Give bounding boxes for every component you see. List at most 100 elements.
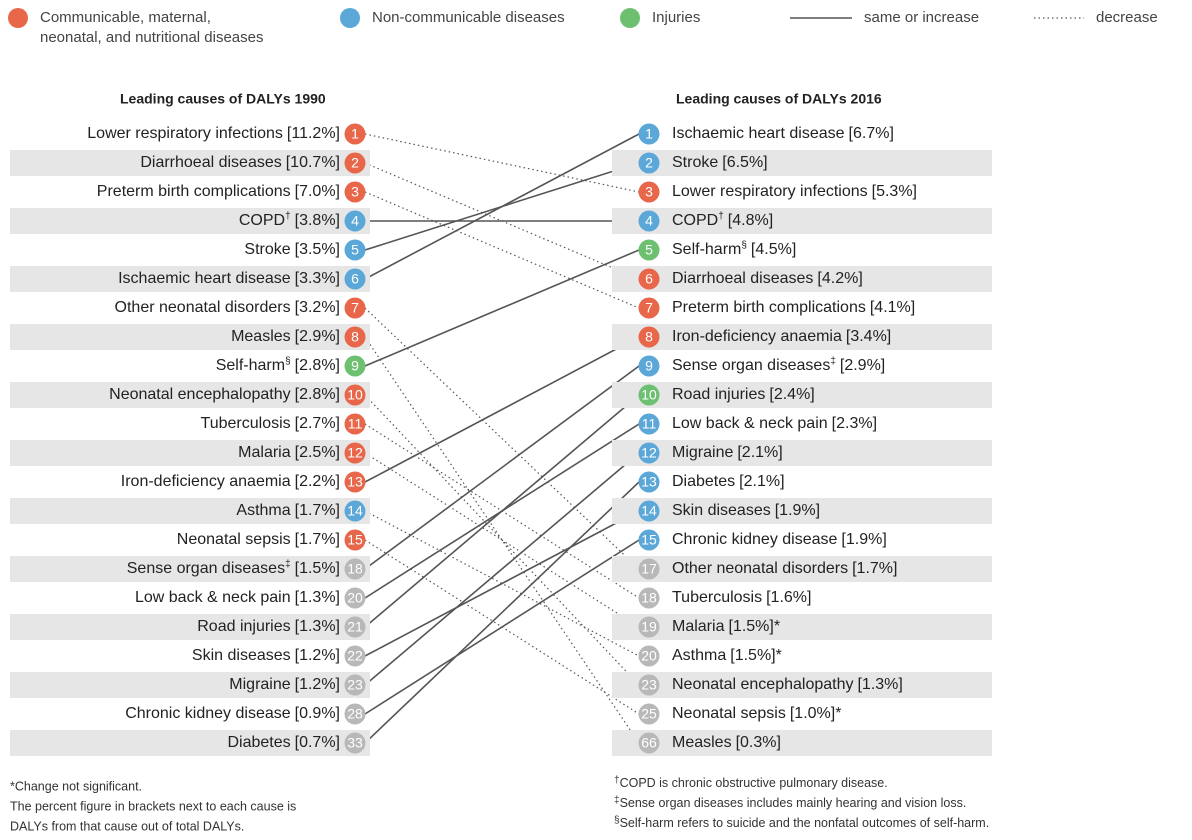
- cause-label: Skin diseases [1.9%]: [672, 502, 820, 519]
- rank-link: [364, 452, 640, 686]
- cause-label: Low back & neck pain [1.3%]: [135, 589, 340, 606]
- cause-label: Lower respiratory infections [5.3%]: [672, 183, 917, 200]
- cause-label: Neonatal sepsis [1.0%]*: [672, 705, 841, 722]
- cause: Malaria: [238, 444, 291, 461]
- rank-link: [364, 394, 640, 628]
- rank-dot: [344, 558, 366, 580]
- rank-dot: [638, 210, 660, 232]
- share: [2.9%]: [840, 357, 885, 374]
- cause-label: Ischaemic heart disease [6.7%]: [672, 125, 894, 142]
- share: [10.7%]: [286, 154, 340, 171]
- share: [1.2%]: [295, 676, 340, 693]
- share: [2.1%]: [739, 473, 784, 490]
- rank-dot: [344, 268, 366, 290]
- share: [6.7%]: [849, 125, 894, 142]
- row-band: [612, 150, 992, 176]
- rank-dot: [638, 587, 660, 609]
- footnote-text: COPD is chronic obstructive pulmonary di…: [620, 776, 888, 790]
- rank-number: 28: [347, 706, 363, 722]
- rank-number: 2: [645, 155, 653, 171]
- row-band: [612, 614, 992, 640]
- rank-number: 21: [347, 619, 363, 635]
- row-band: [612, 382, 992, 408]
- cause: Road injuries: [672, 386, 765, 403]
- cause-label: Ischaemic heart disease [3.3%]: [118, 270, 340, 287]
- rank-dot: [638, 703, 660, 725]
- cause-label: Chronic kidney disease [0.9%]: [125, 705, 340, 722]
- rank-number: 15: [347, 532, 363, 548]
- rank-link: [364, 336, 640, 744]
- share: [1.0%]*: [790, 705, 842, 722]
- row-band: [612, 556, 992, 582]
- row-band: [612, 672, 992, 698]
- rank-number: 10: [641, 387, 657, 403]
- cause: Other neonatal disorders: [115, 299, 291, 316]
- rank-number: 7: [645, 300, 653, 316]
- rank-dot: [638, 123, 660, 145]
- cause-label: Sense organ diseases‡ [2.9%]: [672, 356, 885, 375]
- rank-number: 15: [641, 532, 657, 548]
- rank-dot: [638, 674, 660, 696]
- rank-number: 33: [347, 735, 363, 751]
- rank-link: [364, 133, 640, 193]
- share: [1.5%]*: [730, 647, 782, 664]
- rank-number: 11: [642, 416, 657, 432]
- rank-number: 1: [645, 126, 653, 142]
- rank-dot: [344, 442, 366, 464]
- rank-link: [364, 481, 640, 744]
- rank-link: [364, 510, 640, 657]
- legend-label: same or increase: [864, 9, 979, 26]
- share: [1.7%]: [295, 531, 340, 548]
- row-band: [10, 672, 370, 698]
- share: [0.9%]: [295, 705, 340, 722]
- rank-dot: [344, 355, 366, 377]
- footnote-mark: §: [285, 356, 291, 367]
- rank-number: 9: [351, 358, 359, 374]
- rank-dot: [638, 384, 660, 406]
- rank-link: [364, 336, 640, 483]
- cause-label: Diabetes [0.7%]: [227, 734, 340, 751]
- cause-label: Self-harm§ [4.5%]: [672, 240, 796, 259]
- footnote-text: Self-harm refers to suicide and the nonf…: [620, 816, 990, 830]
- share: [3.2%]: [295, 299, 340, 316]
- rank-link: [364, 452, 640, 628]
- rank-dot: [638, 413, 660, 435]
- footnote-mark: ‡: [830, 356, 836, 367]
- rank-number: 6: [351, 271, 359, 287]
- footnote-mark: †: [614, 775, 620, 786]
- cause-label: Road injuries [2.4%]: [672, 386, 815, 403]
- rank-dot: [638, 442, 660, 464]
- share: [4.2%]: [817, 270, 862, 287]
- rank-dot: [344, 616, 366, 638]
- cause: Chronic kidney disease: [125, 705, 291, 722]
- rank-number: 14: [347, 503, 363, 519]
- rank-link: [364, 365, 640, 570]
- cause: Lower respiratory infections: [87, 125, 283, 142]
- row-band: [612, 498, 992, 524]
- cause: COPD: [672, 212, 718, 229]
- rank-dot: [344, 471, 366, 493]
- row-band: [10, 208, 370, 234]
- cause: Asthma: [236, 502, 290, 519]
- rank-dot: [344, 645, 366, 667]
- rank-number: 22: [347, 648, 363, 664]
- share: [2.2%]: [295, 473, 340, 490]
- footnote-mark: §: [741, 240, 747, 251]
- cause: Preterm birth complications: [672, 299, 866, 316]
- right-title: Leading causes of DALYs 2016: [676, 91, 882, 107]
- rank-dot: [638, 471, 660, 493]
- row-band: [10, 498, 370, 524]
- cause: Asthma: [672, 647, 726, 664]
- share: [3.8%]: [295, 212, 340, 229]
- rank-dot: [638, 326, 660, 348]
- row-band: [10, 150, 370, 176]
- rank-number: 20: [347, 590, 363, 606]
- cause: Other neonatal disorders: [672, 560, 848, 577]
- rank-dot: [344, 500, 366, 522]
- rank-number: 20: [641, 648, 657, 664]
- cause: Migraine: [229, 676, 290, 693]
- rank-dot: [344, 529, 366, 551]
- cause: Malaria: [672, 618, 725, 635]
- rank-dot: [344, 326, 366, 348]
